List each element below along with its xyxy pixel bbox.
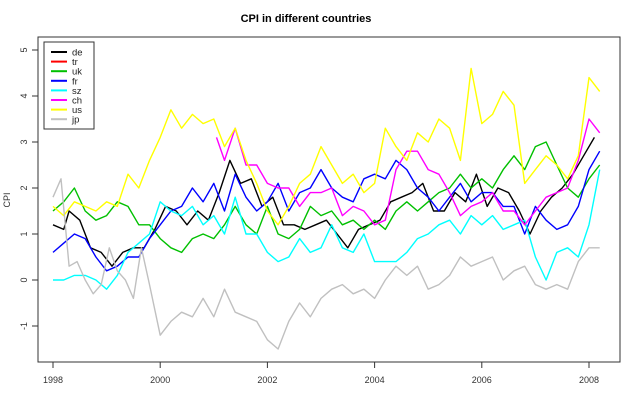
series-line-de	[52, 137, 596, 267]
legend-label-tr: tr	[72, 57, 78, 68]
series-line-fr	[52, 150, 601, 272]
plot-series	[52, 67, 601, 350]
series-line-uk	[52, 141, 601, 254]
x-tick-label: 1998	[43, 375, 63, 385]
legend-box	[43, 41, 95, 130]
legend-label-jp: jp	[71, 115, 79, 126]
x-tick-label: 2004	[365, 375, 385, 385]
legend-label-fr: fr	[72, 76, 78, 87]
x-tick-label: 2008	[579, 375, 599, 385]
y-tick-label: -1	[19, 322, 29, 330]
y-tick-label: 1	[19, 231, 29, 236]
y-tick-label: 0	[19, 277, 29, 282]
y-tick-label: 4	[19, 93, 29, 98]
chart-title: CPI in different countries	[241, 13, 372, 25]
legend-label-us: us	[72, 105, 82, 116]
y-tick-label: 3	[19, 139, 29, 144]
x-tick-label: 2002	[257, 375, 277, 385]
x-axis: 1998 2000 2002 2004 2006 2008	[43, 362, 599, 385]
series-line-ch	[215, 118, 601, 226]
legend-label-sz: sz	[72, 86, 82, 97]
y-axis-label: CPI	[2, 192, 12, 207]
y-tick-label: 5	[19, 47, 29, 52]
y-axis: -1 0 1 2 3 4 5	[19, 47, 38, 330]
plot-frame	[37, 36, 621, 363]
y-tick-label: 2	[19, 185, 29, 190]
series-line-us	[52, 67, 601, 226]
legend-label-ch: ch	[72, 96, 82, 107]
series-line-jp	[52, 178, 600, 350]
x-tick-label: 2000	[150, 375, 170, 385]
legend-label-uk: uk	[72, 67, 82, 78]
x-tick-label: 2006	[472, 375, 492, 385]
legend-label-de: de	[72, 48, 83, 59]
series-line-sz	[53, 169, 601, 290]
